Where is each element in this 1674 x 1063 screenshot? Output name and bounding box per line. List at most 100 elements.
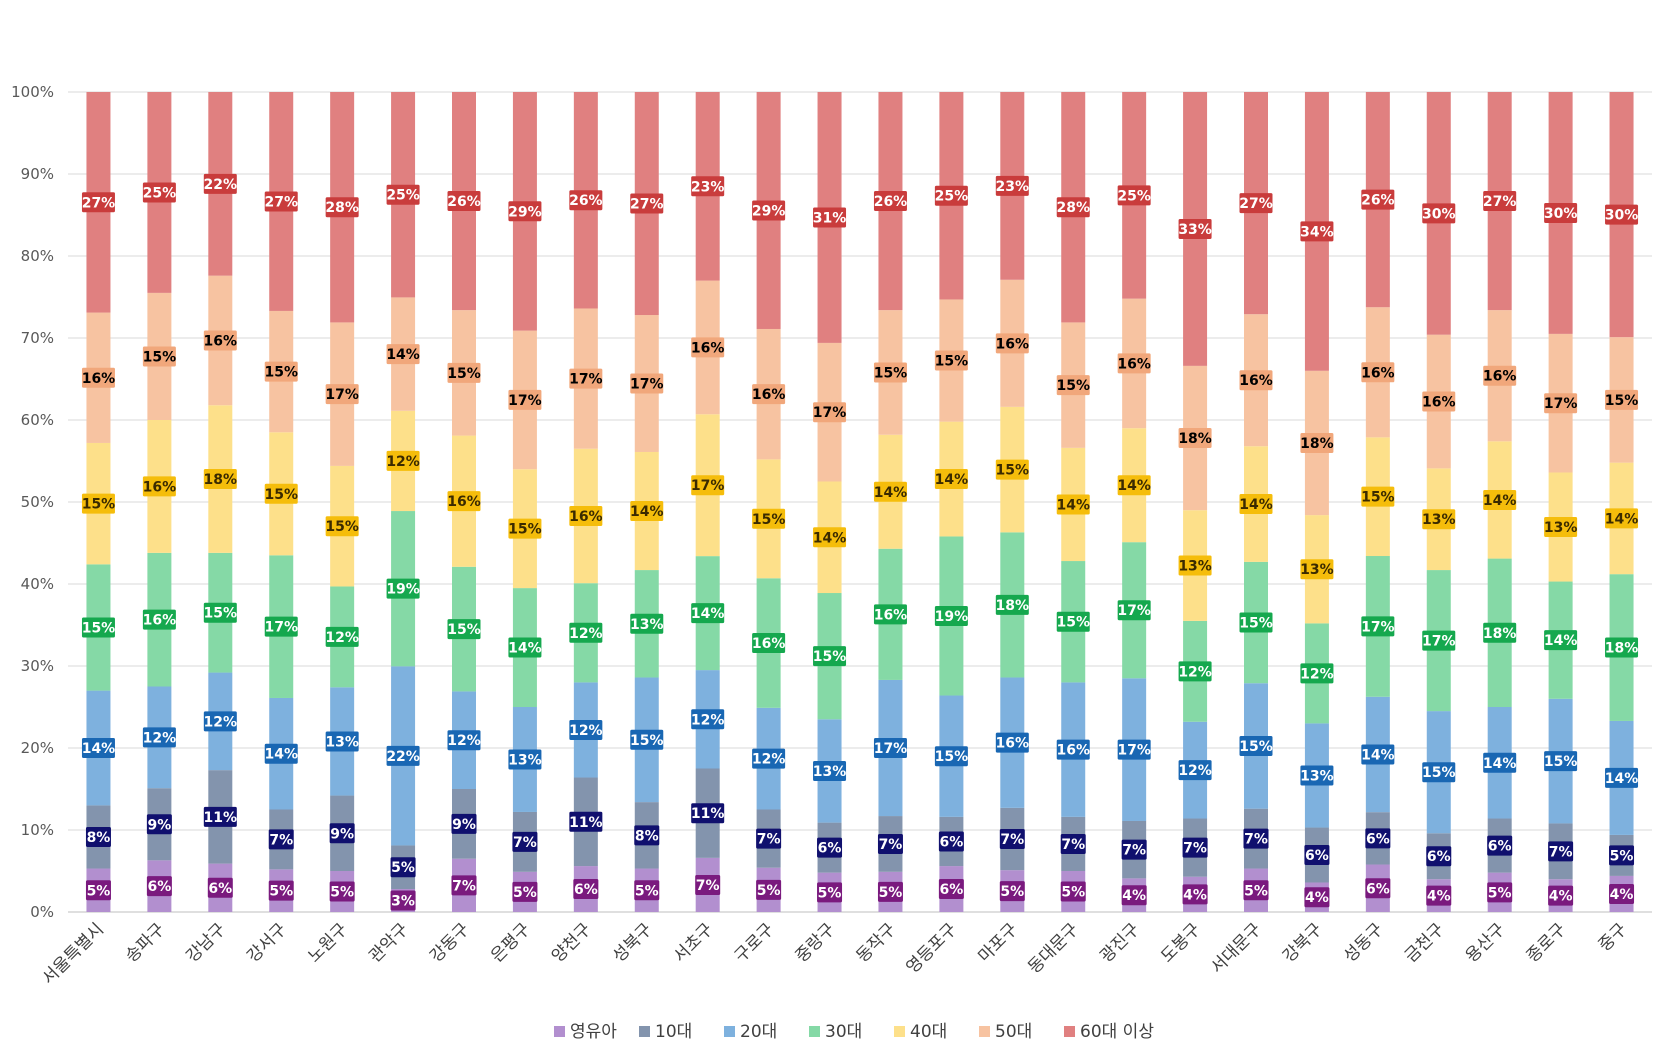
- data-label: 16%: [1056, 739, 1090, 760]
- data-label-box: [1361, 486, 1395, 507]
- data-label-text: 14%: [1483, 493, 1517, 509]
- data-label-text: 5%: [1061, 885, 1085, 901]
- data-label-text: 19%: [386, 582, 420, 598]
- y-tick-label: 80%: [21, 247, 54, 265]
- data-label: 15%: [82, 617, 115, 638]
- data-label: 15%: [508, 518, 542, 539]
- data-label: 18%: [996, 594, 1029, 615]
- data-label-text: 15%: [1239, 616, 1273, 632]
- data-label-text: 14%: [813, 530, 847, 546]
- data-label-box: [1487, 835, 1513, 856]
- data-label: 14%: [1361, 744, 1395, 765]
- data-label: 13%: [1544, 517, 1577, 538]
- data-label-box: [1239, 193, 1273, 214]
- data-label-text: 6%: [939, 882, 963, 898]
- data-label-text: 15%: [143, 349, 177, 365]
- data-label-box: [873, 362, 907, 383]
- y-tick-label: 100%: [11, 83, 54, 101]
- data-label-box: [325, 384, 359, 405]
- x-tick-label: 중구: [1595, 919, 1631, 955]
- data-label-text: 17%: [325, 387, 359, 403]
- data-label-box: [85, 826, 111, 847]
- data-label-text: 5%: [1488, 885, 1512, 901]
- data-label: 12%: [752, 748, 785, 769]
- data-label-text: 26%: [874, 194, 908, 210]
- data-label: 7%: [877, 833, 903, 854]
- data-label-box: [447, 619, 481, 640]
- data-label-text: 14%: [1483, 756, 1517, 772]
- data-label: 15%: [630, 729, 664, 750]
- data-label-text: 15%: [813, 649, 847, 665]
- data-label-text: 14%: [508, 641, 542, 657]
- data-label-box: [1056, 739, 1090, 760]
- data-label-text: 29%: [752, 203, 786, 219]
- data-label-text: 6%: [1305, 848, 1329, 864]
- data-label-text: 18%: [204, 472, 238, 488]
- data-label-box: [325, 197, 359, 218]
- data-label-text: 15%: [82, 497, 116, 513]
- data-label-box: [1422, 762, 1456, 783]
- data-label-box: [325, 626, 359, 647]
- data-label-box: [934, 605, 968, 626]
- x-tick-label: 종로구: [1523, 919, 1570, 966]
- data-label-text: 5%: [818, 885, 842, 901]
- data-label-box: [995, 459, 1029, 480]
- data-label-box: [1304, 887, 1330, 908]
- data-label: 12%: [569, 719, 603, 740]
- data-label-box: [1178, 555, 1212, 576]
- data-label: 5%: [329, 881, 355, 902]
- data-label-text: 14%: [630, 504, 664, 520]
- data-label: 27%: [82, 192, 115, 213]
- data-label: 17%: [1117, 739, 1151, 760]
- data-label-text: 11%: [204, 810, 238, 826]
- data-label: 22%: [204, 173, 237, 194]
- data-label: 18%: [1605, 637, 1638, 658]
- legend-item: 60대 이상: [1064, 1022, 1154, 1042]
- legend-item: 10대: [639, 1022, 692, 1042]
- data-label-text: 16%: [569, 509, 603, 525]
- data-label: 14%: [813, 527, 847, 548]
- data-label-box: [999, 881, 1025, 902]
- data-label-text: 14%: [1117, 478, 1151, 494]
- data-label-box: [752, 508, 786, 529]
- data-label: 25%: [143, 182, 176, 203]
- data-label-text: 7%: [1549, 844, 1573, 860]
- data-label: 27%: [264, 191, 298, 212]
- data-label: 26%: [569, 190, 603, 211]
- data-label-box: [386, 578, 420, 599]
- data-label-box: [1243, 880, 1269, 901]
- data-label-box: [1605, 389, 1639, 410]
- data-label: 13%: [325, 731, 359, 752]
- x-tick-label: 동작구: [853, 919, 900, 966]
- x-tick-label: 노원구: [304, 919, 351, 966]
- data-label-box: [1609, 845, 1635, 866]
- data-label-text: 7%: [1244, 832, 1268, 848]
- data-label-box: [1365, 828, 1391, 849]
- data-label: 13%: [630, 613, 664, 634]
- data-label-text: 15%: [204, 606, 238, 622]
- data-label: 5%: [817, 882, 843, 903]
- data-label-text: 5%: [269, 884, 293, 900]
- data-label: 29%: [508, 201, 542, 222]
- data-label: 12%: [1178, 760, 1212, 781]
- data-label-box: [268, 880, 294, 901]
- data-label-text: 7%: [1061, 837, 1085, 853]
- data-label: 25%: [386, 184, 420, 205]
- data-label: 9%: [451, 813, 477, 834]
- data-label: 12%: [143, 727, 176, 748]
- data-label-text: 6%: [939, 834, 963, 850]
- data-label-text: 27%: [630, 197, 664, 213]
- data-label-text: 34%: [1300, 224, 1334, 240]
- data-label-text: 31%: [813, 210, 847, 226]
- data-label-text: 15%: [1544, 754, 1578, 770]
- data-label: 30%: [1605, 204, 1638, 225]
- data-label-box: [752, 200, 786, 221]
- data-label-text: 14%: [1605, 771, 1639, 787]
- data-label: 4%: [1426, 885, 1452, 906]
- data-label-box: [752, 633, 786, 654]
- data-label-text: 6%: [1427, 849, 1451, 865]
- data-label: 26%: [1361, 189, 1395, 210]
- data-label-box: [1182, 884, 1208, 905]
- data-label-text: 6%: [147, 879, 171, 895]
- data-label: 16%: [1117, 353, 1151, 374]
